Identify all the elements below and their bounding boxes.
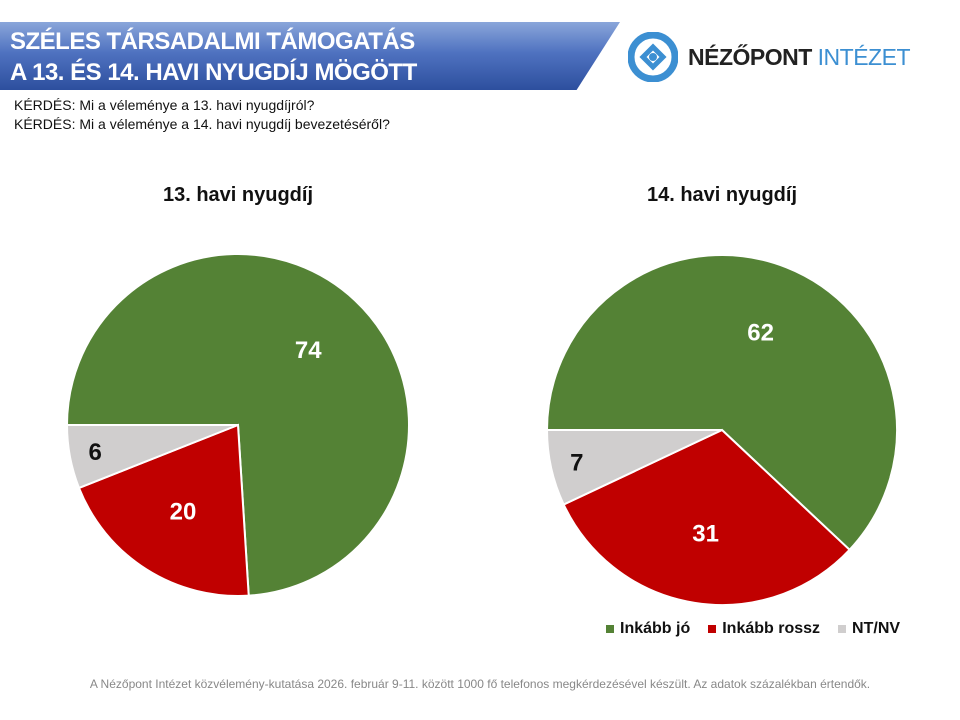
- logo-icon: [628, 32, 678, 82]
- legend-item-bad: Inkább rossz: [708, 620, 820, 638]
- title-banner: [0, 22, 620, 90]
- legend: Inkább jó Inkább rossz NT/NV: [606, 620, 900, 638]
- chart-title-2: 14. havi nyugdíj: [646, 184, 798, 206]
- legend-swatch: [838, 625, 847, 633]
- title-line-1: SZÉLES TÁRSADALMI TÁMOGATÁS: [10, 28, 415, 55]
- footnote: A Nézőpont Intézet közvélemény-kutatása …: [89, 677, 871, 691]
- data-label: 62: [747, 319, 774, 346]
- question-1: KÉRDÉS: Mi a véleménye a 13. havi nyugdí…: [14, 97, 315, 113]
- data-label: 6: [89, 439, 102, 466]
- pie-slice: [562, 428, 851, 607]
- logo-main: NÉZŐPONT: [688, 43, 812, 70]
- chart-title-1: 13. havi nyugdíj: [162, 184, 314, 206]
- legend-label: NT/NV: [852, 620, 901, 637]
- legend-item-dk: NT/NV: [838, 620, 900, 638]
- data-label: 74: [295, 337, 322, 364]
- title-line-2: A 13. ÉS 14. HAVI NYUGDÍJ MÖGÖTT: [10, 59, 417, 86]
- legend-label: Inkább jó: [620, 620, 691, 637]
- legend-label: Inkább rossz: [722, 620, 821, 637]
- page-title: SZÉLES TÁRSADALMI TÁMOGATÁS A 13. ÉS 14.…: [10, 26, 417, 88]
- pie-slice: [65, 424, 239, 490]
- pie-slice: [545, 429, 723, 506]
- pie-slice: [77, 423, 250, 597]
- legend-item-good: Inkább jó: [606, 620, 690, 638]
- questions: KÉRDÉS: Mi a véleménye a 13. havi nyugdí…: [14, 96, 390, 134]
- data-label: 31: [692, 521, 719, 548]
- data-label: 20: [170, 499, 197, 526]
- data-label: 7: [570, 449, 583, 476]
- logo: NÉZŐPONT INTÉZET: [628, 32, 911, 82]
- logo-accent: INTÉZET: [817, 43, 911, 70]
- legend-swatch: [708, 625, 717, 633]
- legend-swatch: [606, 625, 614, 633]
- pie-slice: [545, 254, 898, 552]
- question-2: KÉRDÉS: Mi a véleménye a 14. havi nyugdí…: [14, 116, 390, 132]
